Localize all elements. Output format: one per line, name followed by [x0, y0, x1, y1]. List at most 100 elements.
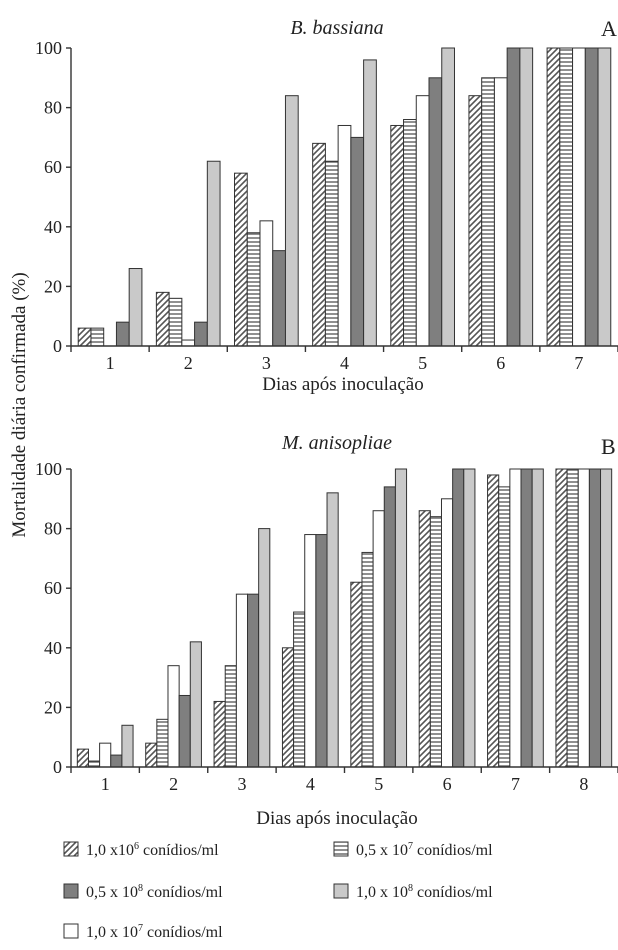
legend-label-unit: conídios/ml — [413, 842, 493, 859]
bar-light-day-7 — [597, 47, 612, 347]
bar-light-day-5 — [441, 47, 455, 347]
y-tick-label: 60 — [44, 578, 62, 598]
x-tick-label: 4 — [340, 353, 349, 373]
bar-dark-day-4 — [350, 136, 365, 347]
x-tick-label: 3 — [237, 774, 246, 794]
legend-label-unit: conídios/ml — [413, 884, 493, 901]
bar-diag-day-5 — [350, 581, 363, 768]
bar-horiz-day-7 — [559, 47, 574, 347]
bar-horiz-day-3 — [224, 665, 237, 768]
bar-white-day-7 — [509, 468, 522, 768]
y-tick-label: 80 — [44, 98, 62, 118]
bar-white-day-4 — [304, 534, 317, 768]
y-tick-label: 20 — [44, 697, 62, 717]
bar-diag-day-1 — [77, 327, 92, 347]
bar-white-day-4 — [337, 124, 352, 347]
bar-light-day-3 — [258, 528, 271, 768]
panel-a-title: B. bassiana — [290, 17, 383, 39]
bar-horiz-day-2 — [168, 297, 183, 347]
bar-dark-day-3 — [247, 593, 260, 768]
bar-diag-day-5 — [390, 124, 405, 347]
x-tick-label: 7 — [511, 774, 520, 794]
legend-label-unit: conídios/ml — [143, 924, 223, 941]
legend-label-base: 0,5 x 10 — [356, 842, 408, 859]
x-tick-label: 5 — [374, 774, 383, 794]
x-tick-label: 7 — [574, 353, 583, 373]
bar-diag-day-3 — [234, 172, 248, 347]
bar-horiz-day-8 — [566, 468, 579, 768]
bar-horiz-day-7 — [498, 486, 511, 768]
bar-light-day-1 — [121, 724, 134, 768]
bar-white-day-8 — [577, 468, 590, 768]
y-tick-label: 0 — [53, 336, 62, 356]
panel-b-letter: B — [601, 434, 616, 459]
bar-light-day-2 — [206, 160, 221, 347]
plot-a: 0 20 40 60 80 100 1 2 3 4 5 6 7 — [35, 38, 618, 373]
bar-diag-day-6 — [468, 95, 483, 347]
legend-swatch-diag — [63, 841, 79, 857]
bar-dark-day-8 — [588, 468, 602, 768]
bar-dark-day-5 — [383, 486, 396, 768]
bar-diag-day-2 — [145, 742, 158, 768]
panel-b-xlabel: Dias após inoculação — [256, 808, 417, 829]
bar-white-day-3 — [235, 593, 249, 768]
bar-diag-day-1 — [76, 748, 89, 768]
bar-light-day-8 — [600, 468, 613, 768]
bar-white-day-1 — [99, 742, 112, 768]
x-tick-label: 5 — [418, 353, 427, 373]
legend-swatch-white — [63, 923, 79, 939]
bar-horiz-day-4 — [324, 160, 339, 347]
y-tick-label: 60 — [44, 157, 62, 177]
legend-label-base: 1,0 x 10 — [356, 884, 408, 901]
legend-label: 0,5 x 107 conídios/ml — [356, 841, 493, 859]
bar-light-day-2 — [189, 641, 202, 768]
legend-label-base: 0,5 x 10 — [86, 884, 138, 901]
bar-white-day-5 — [372, 510, 385, 768]
panel-a-xlabel: Dias após inoculação — [262, 374, 423, 395]
bar-white-day-6 — [440, 498, 454, 768]
legend-label-exponent: 7 — [138, 923, 143, 934]
bar-light-day-7 — [531, 468, 544, 768]
x-tick-label: 3 — [262, 353, 271, 373]
legend-swatch-light — [333, 883, 349, 899]
legend-swatch-dark — [63, 883, 79, 899]
bar-dark-day-1 — [110, 754, 123, 768]
legend-label: 0,5 x 108 conídios/ml — [86, 883, 223, 901]
legend-label: 1,0 x 107 conídios/ml — [86, 923, 223, 941]
legend-label-exponent: 8 — [408, 883, 413, 894]
bar-diag-day-7 — [487, 474, 500, 768]
plot-b: 0 20 40 60 80 100 1 2 3 4 5 6 7 8 — [35, 459, 618, 794]
bar-light-day-1 — [128, 268, 143, 347]
x-tick-label: 4 — [306, 774, 315, 794]
bar-dark-day-3 — [272, 250, 286, 347]
bar-horiz-day-1 — [87, 760, 101, 768]
bar-white-day-6 — [493, 77, 508, 347]
legend-label-exponent: 6 — [134, 841, 139, 852]
y-tick-label: 0 — [53, 757, 62, 777]
bar-diag-day-4 — [312, 142, 326, 347]
legend-label-exponent: 8 — [138, 883, 143, 894]
legend-label-base: 1,0 x 10 — [86, 924, 138, 941]
bar-horiz-day-5 — [403, 119, 417, 347]
bar-light-day-3 — [284, 95, 299, 347]
bar-diag-day-7 — [546, 47, 561, 347]
bar-light-day-4 — [326, 492, 339, 768]
bar-dark-day-7 — [584, 47, 599, 347]
bar-horiz-day-2 — [156, 718, 169, 768]
panel-b: M. anisopliae B 0 20 40 60 80 100 1 2 3 4 5 6 7 8 Dia… — [35, 432, 618, 829]
x-tick-label: 2 — [184, 353, 193, 373]
bar-dark-day-7 — [520, 468, 533, 768]
bar-light-day-5 — [394, 468, 408, 768]
bar-horiz-day-3 — [246, 232, 261, 347]
x-tick-label: 1 — [101, 774, 110, 794]
panel-a: B. bassiana A 0 20 40 60 80 100 1 2 3 4 5 6 7 Dias a… — [35, 16, 618, 395]
legend-label: 1,0 x106 conídios/ml — [86, 841, 219, 859]
bar-diag-day-6 — [418, 510, 431, 768]
bar-horiz-day-6 — [481, 77, 495, 347]
bar-white-day-2 — [167, 665, 180, 768]
y-tick-label: 100 — [35, 459, 62, 479]
bar-horiz-day-6 — [429, 516, 442, 768]
x-tick-label: 6 — [496, 353, 505, 373]
x-tick-label: 2 — [169, 774, 178, 794]
bar-white-day-7 — [572, 47, 586, 347]
